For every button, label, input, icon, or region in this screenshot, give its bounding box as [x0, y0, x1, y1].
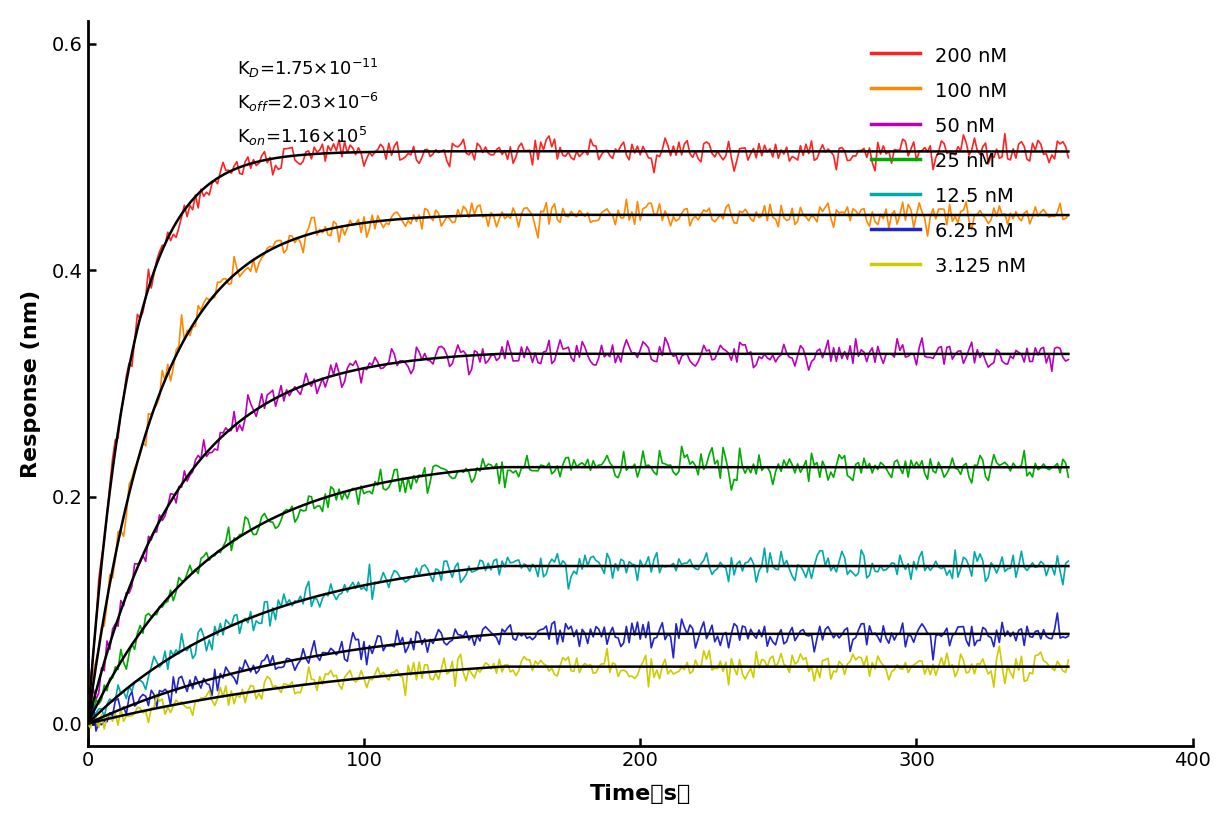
X-axis label: Time（s）: Time（s） — [590, 785, 691, 804]
Y-axis label: Response (nm): Response (nm) — [21, 290, 41, 478]
Legend: 200 nM, 100 nM, 50 nM, 25 nM, 12.5 nM, 6.25 nM, 3.125 nM: 200 nM, 100 nM, 50 nM, 25 nM, 12.5 nM, 6… — [871, 45, 1026, 276]
Text: K$_D$=1.75×10$^{-11}$
K$_{off}$=2.03×10$^{-6}$
K$_{on}$=1.16×10$^{5}$: K$_D$=1.75×10$^{-11}$ K$_{off}$=2.03×10$… — [237, 57, 379, 148]
